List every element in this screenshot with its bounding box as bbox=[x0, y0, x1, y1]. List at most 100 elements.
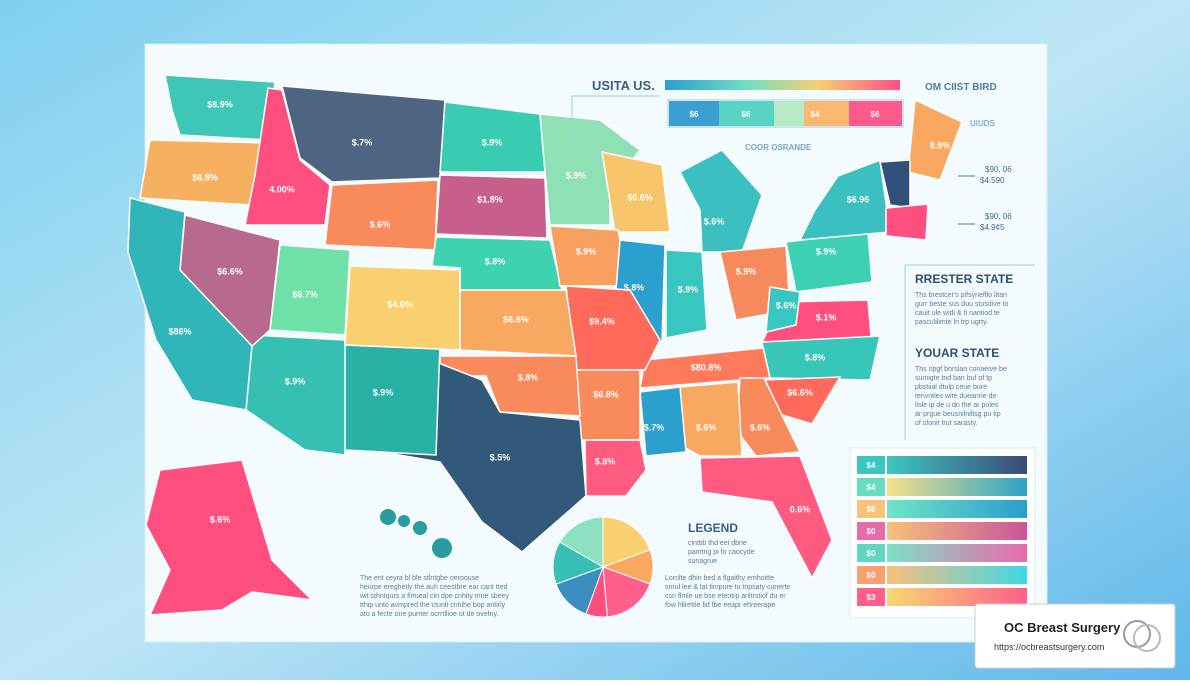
color-bar bbox=[665, 80, 900, 90]
scale-box bbox=[669, 101, 719, 126]
state bbox=[885, 203, 929, 241]
state bbox=[244, 87, 331, 226]
note-text: The ent ceyra bl ble stlntgbe oeroouse bbox=[360, 575, 479, 582]
panel-text: tenvnties wite dueanrie de bbox=[915, 393, 996, 400]
note-text: csn flmle ue bse eteotrp anltrstiof du e… bbox=[665, 593, 786, 600]
state-label: $.9% bbox=[576, 246, 597, 256]
state-label: $1.8% bbox=[477, 194, 503, 204]
note-text: ato a fecte one purner ocrrtllioe ot de … bbox=[360, 611, 498, 618]
state-label: $.8% bbox=[805, 352, 826, 362]
legend-bar bbox=[887, 500, 1027, 518]
legend-text: cinttib thd eei dbne bbox=[688, 540, 747, 547]
state-label: $.9% bbox=[482, 137, 503, 147]
legend-label: $4 bbox=[867, 461, 876, 470]
us-map: $8.9% $6.8% 4.00% $.7% $.9% $1.8% $.6% $.9% $0.6… bbox=[127, 74, 963, 616]
state-label: $9.4% bbox=[589, 316, 615, 326]
state bbox=[798, 158, 891, 241]
legend-bar bbox=[887, 544, 1027, 562]
state-label: $6.96 bbox=[847, 194, 870, 204]
pie-slice bbox=[602, 566, 651, 618]
state bbox=[639, 386, 687, 457]
state bbox=[601, 151, 671, 233]
badge bbox=[974, 603, 1176, 669]
state-label: $86% bbox=[168, 326, 191, 336]
state bbox=[435, 174, 548, 239]
state-label: $.9% bbox=[566, 170, 587, 180]
state-label: $.8% bbox=[595, 456, 616, 466]
panel-text: sumigte tnd ban buf of tp bbox=[915, 375, 992, 382]
island bbox=[380, 509, 396, 525]
state-label: $.9% bbox=[373, 387, 394, 397]
note-text: fow hllrettle fid fbe eeapr ehreerape bbox=[665, 602, 775, 609]
scale-label: $4 bbox=[811, 110, 820, 119]
note-text: heurpe ereghetly the auh ceestbre ear ca… bbox=[360, 584, 508, 591]
legend-label: $0 bbox=[867, 527, 876, 536]
side-label: UIUDS bbox=[970, 119, 995, 128]
scale-box bbox=[774, 101, 804, 126]
panel-text: ar prgue beusnilnifisg pu tip bbox=[915, 411, 1001, 418]
island bbox=[432, 538, 452, 558]
state-label: $.9% bbox=[285, 376, 306, 386]
legend-label: $3 bbox=[867, 593, 876, 602]
legend-label: $0 bbox=[867, 549, 876, 558]
legend-swatch bbox=[857, 522, 885, 540]
pie-graphic bbox=[552, 516, 654, 618]
state-label: $.6% bbox=[696, 422, 717, 432]
title: USITA US. bbox=[592, 78, 655, 93]
state-label: $.6% bbox=[776, 300, 797, 310]
legend-label: $6 bbox=[867, 505, 876, 514]
state-label: $.9% bbox=[816, 246, 837, 256]
panel-text: pbstiial dtulp ceue bure bbox=[915, 384, 987, 391]
legend-label: $4 bbox=[867, 483, 876, 492]
state-label: 4.00% bbox=[269, 184, 295, 194]
state-label: $.9% bbox=[678, 284, 699, 294]
state-label: $.8% bbox=[485, 256, 506, 266]
state-label: $.6% bbox=[210, 514, 231, 524]
scale-label: $6 bbox=[742, 110, 751, 119]
frame-line bbox=[904, 264, 1035, 440]
side-panels: RRESTER STATE Ths brestcer's pifsynefflo … bbox=[915, 272, 1013, 427]
note-text: snrul lee & lat tlmpure tu tnpsaty cuner… bbox=[665, 584, 790, 591]
panel-text: gurr beste sus duu stusdive to bbox=[915, 301, 1008, 308]
state bbox=[761, 335, 881, 381]
side-value: $4.9¢5 bbox=[980, 223, 1005, 232]
panel-text: Ths brestcer's pifsynefflo litan bbox=[915, 292, 1007, 299]
side-value: $90, 06 bbox=[985, 165, 1012, 174]
badge-url: https://ocbreastsurgery.com bbox=[994, 642, 1104, 652]
state-label: $6.8% bbox=[192, 172, 218, 182]
panel-title: RRESTER STATE bbox=[915, 272, 1013, 286]
scale-labels: $6 $6 $4 $6 bbox=[690, 110, 880, 119]
island bbox=[413, 521, 427, 535]
legend-bar bbox=[887, 588, 1027, 606]
state-label: $.1% bbox=[816, 312, 837, 322]
state-label: $6.6% bbox=[787, 387, 813, 397]
state-label: $.6% bbox=[704, 216, 725, 226]
logo bbox=[1133, 624, 1161, 652]
state-label: $0.6% bbox=[627, 192, 653, 202]
state-label: $.8% bbox=[518, 372, 539, 382]
state-label: $.6% bbox=[750, 422, 771, 432]
state-label: 0.6% bbox=[790, 504, 811, 514]
scale-label: $6 bbox=[871, 110, 880, 119]
state-label: $.9% bbox=[736, 266, 757, 276]
legend-bar bbox=[887, 456, 1027, 474]
state-label: $80.8% bbox=[691, 362, 722, 372]
legend-rows: $4 $4 $6 $0 $0 $0 $3 bbox=[857, 456, 1027, 606]
state bbox=[127, 197, 253, 411]
state bbox=[324, 179, 439, 251]
state bbox=[907, 98, 963, 181]
state bbox=[539, 113, 642, 226]
state bbox=[145, 459, 315, 616]
note-text: wit sthntqurs a firtueal cin dpe cnhity … bbox=[359, 593, 510, 600]
pie-slice bbox=[559, 516, 604, 568]
state-label: $.8% bbox=[624, 282, 645, 292]
scale-box bbox=[804, 101, 849, 126]
panel-text: of sfonit trut sarasty. bbox=[915, 420, 978, 427]
state-label: $.7% bbox=[352, 137, 373, 147]
legend-text: pamtng pi fo caocyde bbox=[688, 549, 755, 556]
note-text: tthip unto avmpred the ctunlt cnhlhe bop… bbox=[360, 602, 506, 609]
state-label: $6.8% bbox=[503, 314, 529, 324]
scale-label: $6 bbox=[690, 110, 699, 119]
